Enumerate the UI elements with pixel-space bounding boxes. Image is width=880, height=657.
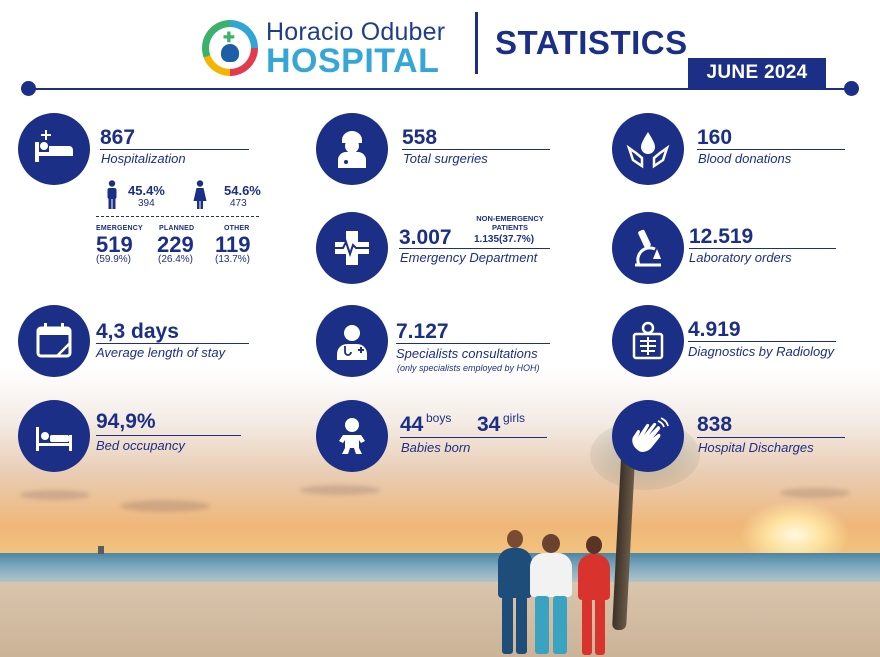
sea: [0, 553, 880, 585]
divider: [400, 437, 547, 438]
timeline-dot: [21, 81, 36, 96]
divider: [697, 149, 845, 150]
cross-icon: ✚: [223, 29, 235, 45]
brand-name: Horacio Oduber: [266, 18, 446, 46]
header-divider: [475, 12, 478, 74]
emergency-value: 3.007: [399, 226, 452, 249]
baby-icon: [316, 400, 388, 472]
category-value: 229: [157, 232, 194, 257]
microscope-icon: [612, 212, 684, 284]
boys-value: 44: [400, 413, 424, 436]
divider: [402, 149, 550, 150]
girls-value: 34: [477, 413, 501, 436]
sand: [0, 582, 880, 657]
discharges-value: 838: [697, 413, 733, 436]
female-percent: 54.6%: [224, 183, 261, 198]
occupancy-label: Bed occupancy: [96, 438, 185, 453]
hospital-bed-icon: [18, 113, 90, 185]
sailboat: [98, 546, 104, 554]
girls-label: girls: [503, 411, 526, 425]
timeline-rule: [28, 88, 851, 90]
surgeon-icon: [316, 113, 388, 185]
divider: [689, 248, 836, 249]
category-value: 519: [96, 232, 133, 257]
staff-person: [575, 536, 613, 657]
period-badge: JUNE 2024: [688, 58, 826, 88]
category-value: 119: [215, 232, 251, 257]
hospitalization-value: 867: [100, 126, 136, 149]
surgeries-value: 558: [402, 126, 438, 149]
specialists-value: 7.127: [396, 320, 449, 343]
blood-value: 160: [697, 126, 733, 149]
divider: [688, 341, 836, 342]
male-count: 394: [138, 198, 155, 209]
dashed-divider: [96, 216, 259, 217]
category-label: OTHER: [224, 225, 250, 232]
divider: [697, 437, 845, 438]
cloud: [780, 488, 850, 498]
divider: [100, 149, 249, 150]
blood-drop-hands-icon: [612, 113, 684, 185]
timeline-dot: [844, 81, 859, 96]
emergency-label: Emergency Department: [400, 250, 538, 265]
staff-person: [528, 534, 574, 657]
category-label: EMERGENCY: [96, 225, 143, 232]
discharges-label: Hospital Discharges: [698, 440, 814, 455]
bed-icon: [18, 400, 90, 472]
doctor-icon: [316, 305, 388, 377]
laboratory-label: Laboratory orders: [689, 250, 792, 265]
female-count: 473: [230, 198, 247, 209]
page-title: STATISTICS: [495, 24, 688, 61]
category-percent: (26.4%): [158, 254, 194, 265]
specialists-label: Specialists consultations: [396, 346, 538, 361]
waving-hand-icon: [612, 400, 684, 472]
divider: [396, 343, 550, 344]
hospitalization-label: Hospitalization: [101, 151, 186, 166]
hospital-logo: ✚: [202, 20, 258, 76]
category-percent: (59.9%): [96, 254, 132, 265]
stay-label: Average length of stay: [96, 345, 226, 360]
female-icon: [193, 180, 207, 209]
boys-label: boys: [426, 411, 452, 425]
surgeries-label: Total surgeries: [403, 151, 488, 166]
radiology-value: 4.919: [688, 318, 741, 341]
occupancy-value: 94,9%: [96, 410, 156, 433]
divider: [96, 343, 249, 344]
divider: [96, 435, 241, 436]
blood-label: Blood donations: [698, 151, 792, 166]
non-emergency-label: NON-EMERGENCY PATIENTS: [476, 214, 544, 232]
xray-icon: [612, 305, 684, 377]
heartbeat-cross-icon: [316, 212, 388, 284]
category-label: PLANNED: [159, 225, 195, 232]
non-emergency-value: 1.135(37.7%): [474, 234, 535, 245]
stay-value: 4,3 days: [96, 320, 179, 343]
radiology-label: Diagnostics by Radiology: [688, 344, 834, 359]
staff-person: [495, 530, 535, 657]
specialists-note: (only specialists employed by HOH): [397, 363, 540, 373]
cloud: [300, 485, 380, 495]
cloud: [120, 500, 210, 512]
babies-label: Babies born: [401, 440, 471, 455]
laboratory-value: 12.519: [689, 225, 754, 248]
brand-hospital: HOSPITAL: [266, 42, 440, 80]
category-percent: (13.7%): [215, 254, 251, 265]
calendar-icon: [18, 305, 90, 377]
male-percent: 45.4%: [128, 183, 165, 198]
divider: [399, 248, 550, 249]
cloud: [20, 490, 90, 500]
male-icon: [107, 180, 117, 209]
